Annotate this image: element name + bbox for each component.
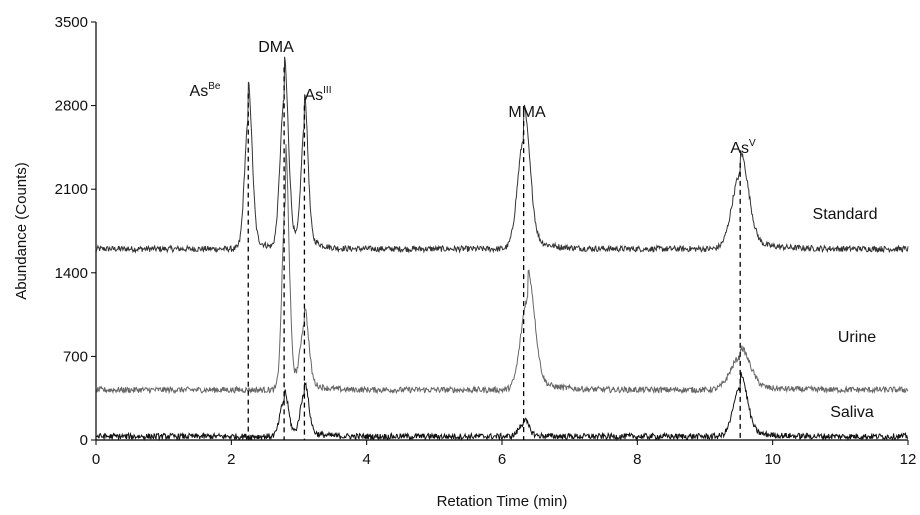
peak-label: AsIII	[304, 85, 331, 104]
peak-label-base: MMA	[508, 104, 546, 121]
peak-reference-lines	[247, 67, 741, 440]
peak-label: DMA	[258, 39, 294, 56]
series-labels: Standard Urine Saliva	[813, 206, 878, 421]
trace-urine	[95, 144, 909, 395]
y-tick-label: 700	[63, 348, 88, 365]
peak-label-base: As	[730, 140, 749, 157]
peak-label: AsV	[730, 138, 756, 157]
chromatogram-traces	[95, 56, 909, 442]
peak-label-base: DMA	[258, 39, 294, 56]
trace-standard	[95, 56, 909, 254]
y-axis-title: Abundance (Counts)	[13, 162, 30, 300]
x-tick-label: 6	[498, 451, 506, 468]
y-tick-label: 0	[80, 432, 88, 449]
trace-saliva	[95, 372, 909, 442]
peak-label-superscript: V	[749, 138, 756, 149]
x-tick-label: 2	[227, 451, 235, 468]
x-tick-label: 12	[900, 451, 917, 468]
peak-label-superscript: Be	[208, 81, 221, 92]
series-label-standard: Standard	[813, 206, 878, 223]
peak-label: MMA	[508, 104, 546, 121]
peak-label: AsBe	[190, 81, 221, 100]
y-tick-label: 3500	[55, 14, 88, 31]
x-tick-label: 10	[764, 451, 781, 468]
series-label-saliva: Saliva	[830, 404, 874, 421]
peak-label-superscript: III	[323, 85, 331, 96]
y-tick-label: 1400	[55, 265, 88, 282]
x-tick-label: 0	[92, 451, 100, 468]
y-tick-label: 2800	[55, 98, 88, 115]
x-axis-ticks: 0 2 4 6 8 10 12	[92, 440, 917, 468]
x-tick-label: 8	[633, 451, 641, 468]
y-axis-ticks: 0 700 1400 2100 2800 3500	[55, 14, 96, 449]
series-label-urine: Urine	[838, 329, 876, 346]
x-tick-label: 4	[362, 451, 370, 468]
peak-label-base: As	[304, 87, 323, 104]
y-tick-label: 2100	[55, 181, 88, 198]
peak-label-base: As	[190, 83, 209, 100]
x-axis-title: Retation Time (min)	[437, 493, 568, 510]
